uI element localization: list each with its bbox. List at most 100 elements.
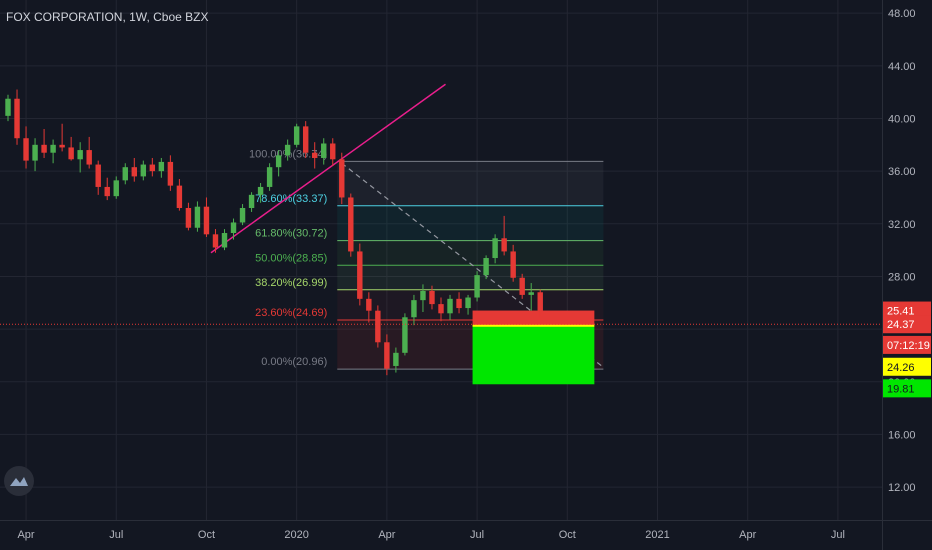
time-axis: Apr Jul Oct 2020 Apr Jul Oct 2021 Apr Jul [17, 529, 844, 541]
position-target-zone [472, 325, 595, 385]
candle-body [104, 186, 110, 197]
candle-body [384, 342, 390, 369]
x-tick-label: Jul [109, 529, 123, 541]
x-tick-label: Apr [17, 529, 34, 541]
x-tick-label: Jul [470, 529, 484, 541]
candle-body [420, 290, 426, 301]
y-tick-label: 40.00 [888, 113, 916, 125]
candle-body [158, 161, 165, 172]
x-tick-label: Oct [198, 529, 215, 541]
candle-body [221, 233, 228, 248]
candle-body [456, 298, 462, 309]
candle-body [429, 290, 435, 305]
y-tick-label: 44.00 [888, 61, 916, 73]
candle-body [32, 144, 38, 161]
candle-body [330, 143, 336, 160]
price-tag-bg [883, 301, 931, 320]
candle-body [284, 144, 291, 156]
candle-body [510, 251, 516, 278]
x-tick-label: Jul [831, 529, 845, 541]
price-tag-bg [883, 335, 931, 354]
candle-body [248, 194, 255, 208]
candle-body [140, 164, 147, 177]
candle-body [321, 143, 327, 158]
x-tick-label: Apr [739, 529, 756, 541]
candle-body [528, 292, 534, 295]
candle-body [501, 238, 507, 252]
x-tick-label: 2020 [284, 529, 308, 541]
price-tag-label: 07:12:19 [887, 340, 930, 352]
price-tag-label: 19.81 [887, 383, 915, 395]
candle-body [131, 167, 137, 177]
candle-body [59, 144, 65, 148]
candle-body [275, 155, 282, 168]
candle-body [257, 186, 264, 195]
price-tag-bg [883, 379, 931, 398]
candle-body [5, 98, 11, 116]
candle-body [375, 310, 381, 343]
candle-body [194, 206, 201, 228]
candlesticks [5, 89, 543, 376]
candle-body [293, 126, 300, 145]
y-tick-label: 36.00 [888, 166, 916, 178]
candle-body [203, 206, 210, 235]
candle-body [185, 208, 192, 228]
candle-body [402, 317, 408, 353]
chart-title: FOX CORPORATION, 1W, Cboe BZX [6, 10, 209, 24]
candle-body [50, 144, 56, 153]
x-tick-label: Apr [378, 529, 395, 541]
fib-zone [337, 265, 604, 290]
candle-body [23, 138, 29, 161]
candle-body [447, 298, 453, 314]
candle-body [492, 238, 498, 259]
candle-body [86, 150, 92, 165]
candle-body [465, 297, 471, 309]
y-tick-label: 48.00 [888, 8, 916, 20]
tradingview-logo-icon[interactable] [4, 466, 34, 496]
fib-zone [337, 205, 604, 241]
candle-body [122, 167, 128, 181]
candle-body [483, 258, 489, 276]
x-tick-label: Oct [559, 529, 576, 541]
candle-body [230, 222, 237, 234]
candle-body [357, 251, 363, 299]
candle-body [438, 304, 444, 314]
candle-body [348, 197, 354, 252]
trendline [210, 83, 446, 254]
candle-body [68, 147, 74, 160]
candle-body [113, 180, 119, 197]
x-tick-label: 2021 [645, 529, 669, 541]
fib-level-label: 38.20%(26.99) [255, 277, 327, 289]
candle-body [77, 150, 83, 160]
candle-body [519, 277, 525, 295]
candle-body [167, 161, 174, 186]
candle-body [312, 152, 318, 158]
fib-zone [337, 240, 604, 266]
fib-level-label: 23.60%(24.69) [255, 307, 327, 319]
candle-body [176, 185, 183, 208]
candle-body [149, 164, 156, 172]
candle-body [266, 167, 273, 187]
candle-body [366, 298, 372, 311]
fib-level-label: 0.00%(20.96) [261, 356, 327, 368]
candle-body [95, 164, 101, 187]
price-tag-label: 24.37 [887, 319, 915, 331]
fib-level-label: 78.60%(33.37) [255, 193, 327, 205]
candle-body [537, 292, 543, 311]
candle-body [14, 98, 20, 139]
candle-body [239, 208, 246, 223]
grid [0, 0, 882, 520]
candle-body [411, 300, 417, 318]
price-tag-bg [883, 315, 931, 334]
price-tag-label: 24.26 [887, 362, 915, 374]
fib-level-label: 50.00%(28.85) [255, 252, 327, 264]
fib-zone [337, 161, 604, 206]
fib-level-label: 61.80%(30.72) [255, 228, 327, 240]
y-tick-label: 12.00 [888, 482, 916, 494]
fib-trend-dashed-line [341, 162, 604, 368]
candle-body [212, 234, 219, 248]
price-axis: 48.0044.0040.0036.0032.0028.0024.0020.00… [888, 8, 916, 494]
